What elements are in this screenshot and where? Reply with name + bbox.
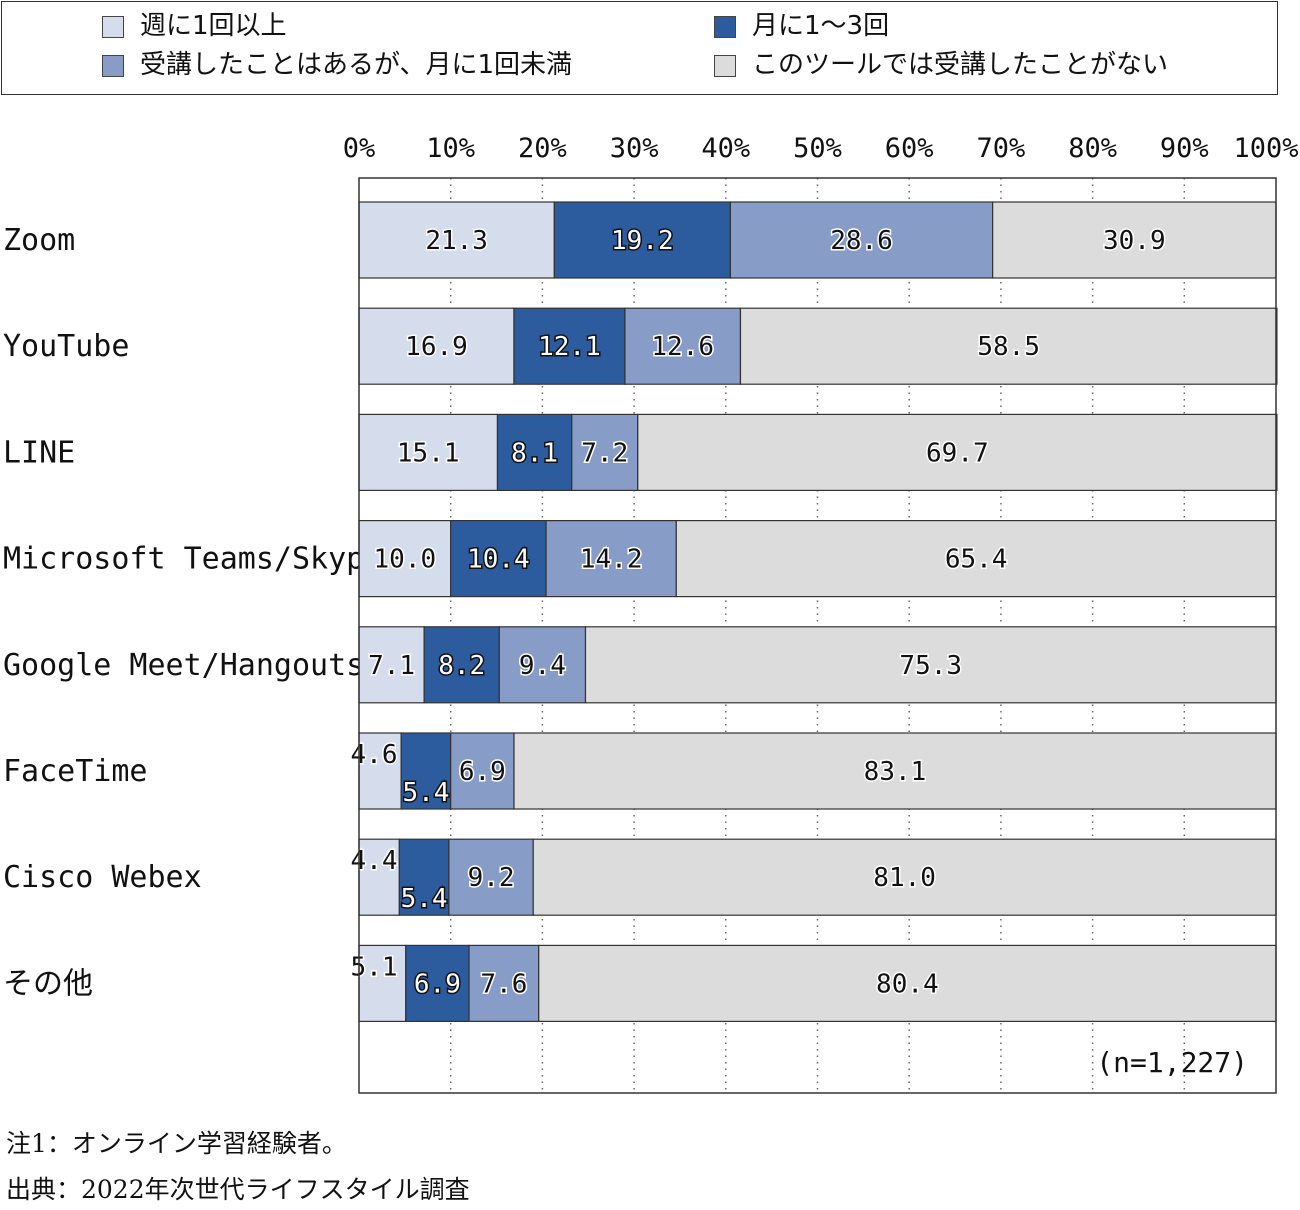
bar-google-meet-hangouts-s2: [423, 626, 500, 704]
bar-cisco-webex-s4: [532, 838, 1277, 916]
chart-legend: 週に1回以上 月に1～3回受講したことはあるが、月に1回未満 このツールでは受講した…: [1, 1, 1278, 95]
data-label: 80.4: [876, 969, 939, 999]
x-tick-label: 50%: [793, 133, 842, 164]
x-tick-label: 10%: [426, 133, 475, 164]
category-label-google-meet-hangouts: Google Meet/Hangouts: [3, 648, 364, 683]
category-label-youtube: YouTube: [3, 329, 129, 364]
data-label: 5.4: [401, 884, 448, 914]
bar-zoom-s4: [992, 201, 1277, 279]
data-label: 12.1: [538, 332, 601, 362]
bar-youtube-s2: [513, 307, 626, 385]
legend-swatch-4: [714, 55, 736, 77]
data-label: 7.2: [581, 438, 628, 468]
data-label: 16.9: [405, 332, 468, 362]
source-note: 出典：2022年次世代ライフスタイル調査: [6, 1175, 470, 1204]
bar-line-s3: [571, 413, 639, 491]
bar-youtube-s4: [739, 307, 1278, 385]
bar-other-s3: [468, 944, 540, 1023]
bar-google-meet-hangouts-s3: [498, 626, 587, 704]
data-label: 5.4: [402, 778, 449, 808]
x-tick-label: 80%: [1068, 133, 1117, 164]
bar-cisco-webex-s2: [398, 838, 450, 916]
data-label: 8.1: [511, 438, 558, 468]
legend-label-2: 月に1～3回: [752, 11, 890, 41]
legend-swatch-3: [102, 55, 124, 77]
bar-facetime-s4: [513, 732, 1277, 810]
sample-size-note: (n=1,227): [1096, 1046, 1248, 1079]
category-label-line: LINE: [3, 435, 75, 470]
bar-facetime-s3: [450, 732, 515, 810]
bar-microsoft-teams-skype-s1: [358, 519, 452, 598]
data-label: 30.9: [1103, 226, 1166, 256]
x-tick-label: 60%: [885, 133, 934, 164]
chart-plot: 0% 10% 20% 30% 40% 50% 60% 70% 80% 90% 100% Zoom 21.…: [3, 133, 1299, 1094]
category-label-microsoft-teams-skype: Microsoft Teams/Skype: [3, 542, 382, 577]
data-label: 19.2: [611, 226, 674, 256]
data-label: 69.7: [926, 438, 989, 468]
bar-youtube-s1: [358, 307, 515, 385]
data-label: 28.6: [830, 226, 893, 256]
data-label: 65.4: [945, 545, 1008, 575]
data-label: 10.4: [467, 545, 530, 575]
bar-google-meet-hangouts-s1: [358, 626, 425, 704]
bar-other-s1: [358, 944, 407, 1023]
legend-swatch-1: [102, 16, 124, 38]
data-label: 21.3: [425, 226, 488, 256]
data-label: 6.9: [459, 757, 506, 787]
legend-label-1: 週に1回以上: [140, 11, 287, 41]
legend-label-3: 受講したことはあるが、月に1回未満: [140, 50, 573, 80]
data-label: 15.1: [397, 438, 460, 468]
category-label-other: その他: [3, 966, 93, 1001]
data-label: 12.6: [651, 332, 714, 362]
plot-border: [358, 177, 1277, 1094]
data-label: 81.0: [873, 863, 936, 893]
category-label-zoom: Zoom: [3, 223, 75, 258]
bar-microsoft-teams-skype-s2: [450, 519, 547, 598]
data-label: 75.3: [899, 651, 962, 681]
data-label: 4.6: [351, 740, 398, 770]
x-tick-label: 100%: [1233, 133, 1298, 164]
bar-line-s1: [358, 413, 499, 491]
bar-zoom-s2: [553, 201, 731, 279]
category-label-facetime: FaceTime: [3, 754, 148, 789]
data-label: 10.0: [374, 545, 437, 575]
bar-line-s4: [637, 413, 1278, 491]
data-label: 5.1: [351, 952, 398, 982]
bar-zoom-s3: [729, 201, 994, 279]
x-tick-label: 40%: [701, 133, 750, 164]
bar-google-meet-hangouts-s4: [584, 626, 1277, 704]
legend-swatch-2: [714, 16, 736, 38]
data-label: 9.2: [468, 863, 515, 893]
data-label: 8.2: [438, 651, 485, 681]
category-label-cisco-webex: Cisco Webex: [3, 860, 202, 895]
bar-microsoft-teams-skype-s4: [675, 519, 1277, 598]
bar-microsoft-teams-skype-s3: [545, 519, 677, 598]
data-label: 83.1: [864, 757, 927, 787]
x-tick-label: 90%: [1160, 133, 1209, 164]
bar-cisco-webex-s3: [448, 838, 534, 916]
bar-facetime-s1: [358, 732, 402, 810]
data-label: 7.6: [480, 969, 527, 999]
x-tick-label: 30%: [610, 133, 659, 164]
data-label: 6.9: [414, 969, 461, 999]
data-label: 4.4: [351, 846, 398, 876]
bar-other-s2: [405, 944, 470, 1023]
data-label: 7.1: [368, 651, 415, 681]
bar-facetime-s2: [400, 732, 452, 810]
legend-label-4: このツールでは受講したことがない: [752, 50, 1169, 80]
bar-youtube-s3: [624, 307, 742, 385]
x-tick-label: 0%: [343, 133, 376, 164]
data-label: 14.2: [580, 545, 643, 575]
x-tick-label: 20%: [518, 133, 567, 164]
x-tick-label: 70%: [977, 133, 1026, 164]
bar-zoom-s1: [358, 201, 555, 279]
data-label: 9.4: [519, 651, 566, 681]
footnote: 注1：オンライン学習経験者。: [6, 1129, 347, 1158]
data-label: 58.5: [977, 332, 1040, 362]
bar-line-s2: [496, 413, 573, 491]
